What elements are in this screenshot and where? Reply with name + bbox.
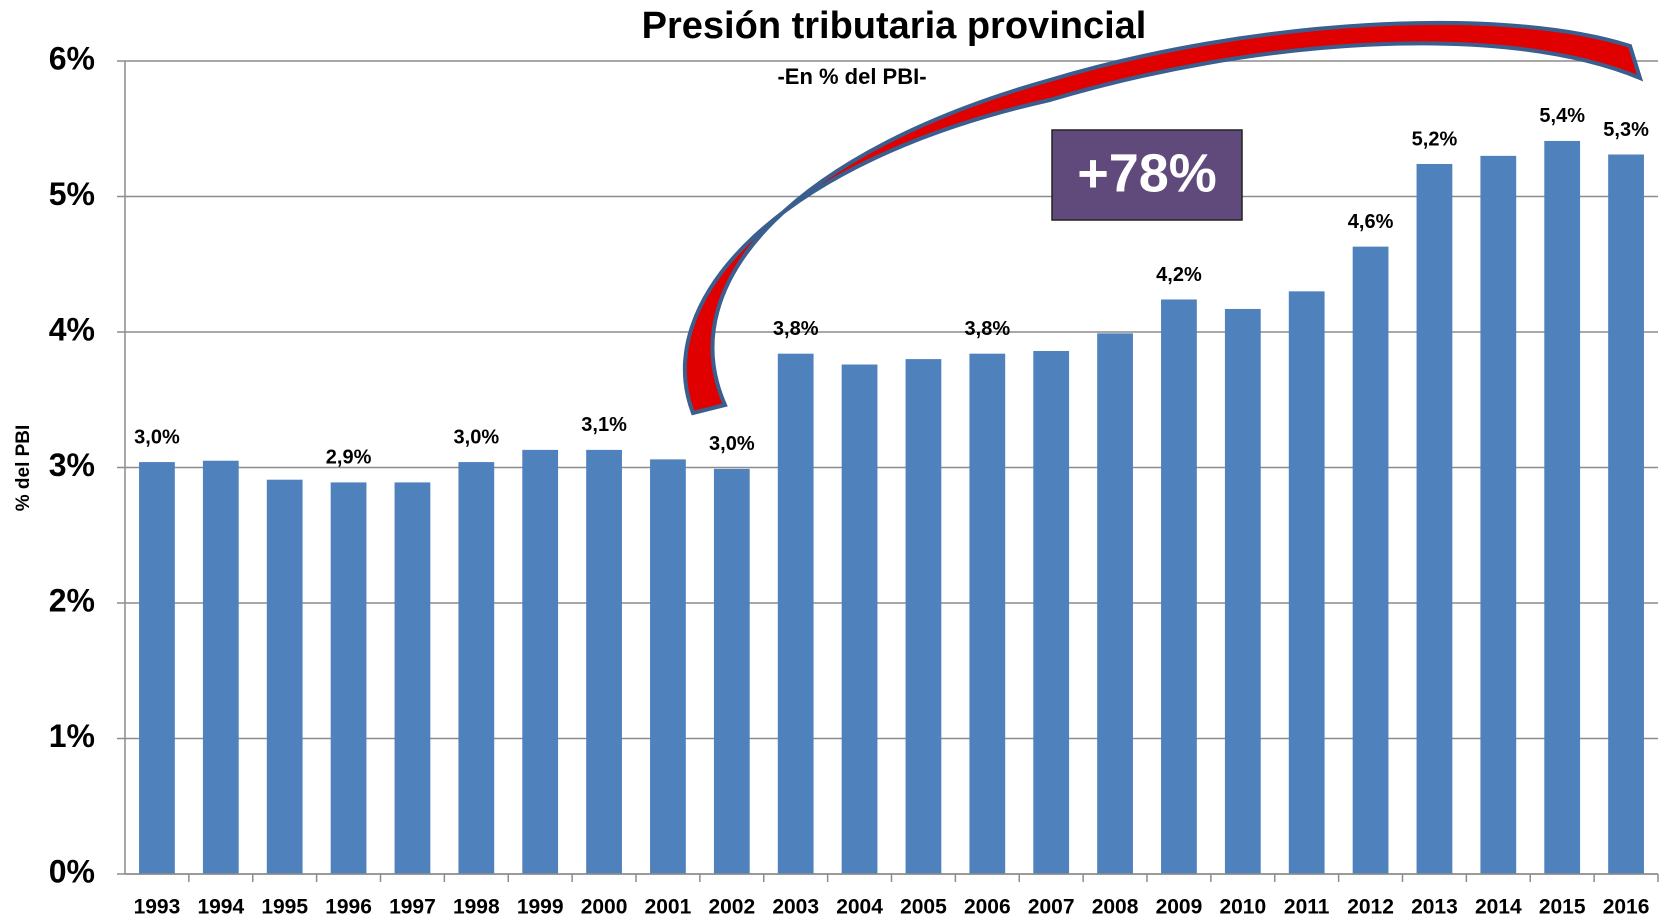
x-tick-label: 2016 [1603, 896, 1650, 919]
value-label: 3,0% [134, 426, 180, 448]
x-tick-label: 1998 [453, 896, 500, 919]
value-label: 4,6% [1348, 211, 1394, 233]
bar [586, 449, 622, 874]
value-label: 3,1% [581, 414, 627, 436]
bar [1416, 163, 1453, 875]
x-tick-label: 2011 [1284, 896, 1330, 919]
value-label: 5,4% [1539, 105, 1585, 127]
y-axis-label: % del PBI [13, 425, 34, 512]
y-tick-label: 1% [49, 718, 95, 754]
bar [139, 462, 175, 874]
bar [1480, 155, 1517, 875]
x-tick-label: 1999 [517, 896, 564, 919]
x-tick-label: 2012 [1347, 896, 1394, 919]
chart-title: Presión tributaria provincial [642, 5, 1147, 47]
y-tick-label: 4% [49, 311, 95, 347]
annotation: +78% [1077, 143, 1217, 203]
x-tick-label: 1994 [197, 896, 244, 919]
bar [905, 359, 942, 875]
x-tick-label: 1997 [389, 896, 436, 919]
bar [841, 364, 878, 874]
x-tick-label: 2002 [708, 896, 755, 919]
bar [1608, 154, 1644, 874]
bar [458, 462, 495, 874]
x-tick-label: 1993 [134, 896, 181, 919]
x-tick-label: 2004 [836, 896, 883, 919]
value-label: 3,8% [773, 318, 819, 340]
x-tick-label: 2005 [900, 896, 947, 919]
chart-subtitle: -En % del PBI- [777, 64, 926, 89]
y-tick-label: 2% [49, 582, 95, 618]
x-tick-label: 2009 [1156, 896, 1203, 919]
x-tick-label: 1996 [325, 896, 372, 919]
plot: 0% 1% 2% 3% 4% 5% 6% 1993 3,0% 1994 1995 1996 2,9% 19… [49, 40, 1659, 919]
bar [1224, 308, 1261, 875]
bar [1544, 140, 1581, 874]
x-tick-label: 2015 [1539, 896, 1586, 919]
bar [394, 482, 431, 874]
value-label: 5,2% [1412, 128, 1458, 150]
bar [650, 459, 686, 874]
bar [1288, 291, 1325, 875]
bar [1033, 350, 1070, 875]
x-tick-label: 2010 [1219, 896, 1266, 919]
bar [266, 479, 303, 874]
arrow [682, 20, 1644, 416]
value-label: 2,9% [326, 447, 372, 469]
value-label: 5,3% [1603, 119, 1649, 141]
value-label: 3,0% [454, 426, 500, 448]
bar [330, 482, 367, 874]
y-tick-label: 5% [49, 176, 95, 212]
bar [969, 353, 1006, 874]
x-tick-label: 2008 [1092, 896, 1139, 919]
x-tick-label: 2003 [772, 896, 819, 919]
bar [777, 353, 814, 874]
x-tick-label: 2013 [1411, 896, 1458, 919]
bar [1352, 246, 1389, 874]
x-tick-label: 2001 [645, 896, 692, 919]
bar [1161, 299, 1197, 875]
bar [522, 449, 559, 874]
value-label: 3,8% [965, 318, 1011, 340]
bar [1097, 333, 1133, 875]
x-tick-label: 2007 [1028, 896, 1075, 919]
x-tick-label: 2000 [581, 896, 628, 919]
value-label: 4,2% [1156, 264, 1202, 286]
x-tick-label: 2014 [1475, 896, 1522, 919]
bar [202, 460, 239, 874]
value-label: 3,0% [709, 433, 755, 455]
y-tick-label: 0% [49, 853, 95, 889]
annotation-box [1051, 129, 1243, 221]
y-tick-label: 3% [49, 447, 95, 483]
x-tick-label: 1995 [261, 896, 308, 919]
x-tick-label: 2006 [964, 896, 1011, 919]
y-tick-label: 6% [49, 40, 95, 76]
bar [713, 468, 750, 874]
